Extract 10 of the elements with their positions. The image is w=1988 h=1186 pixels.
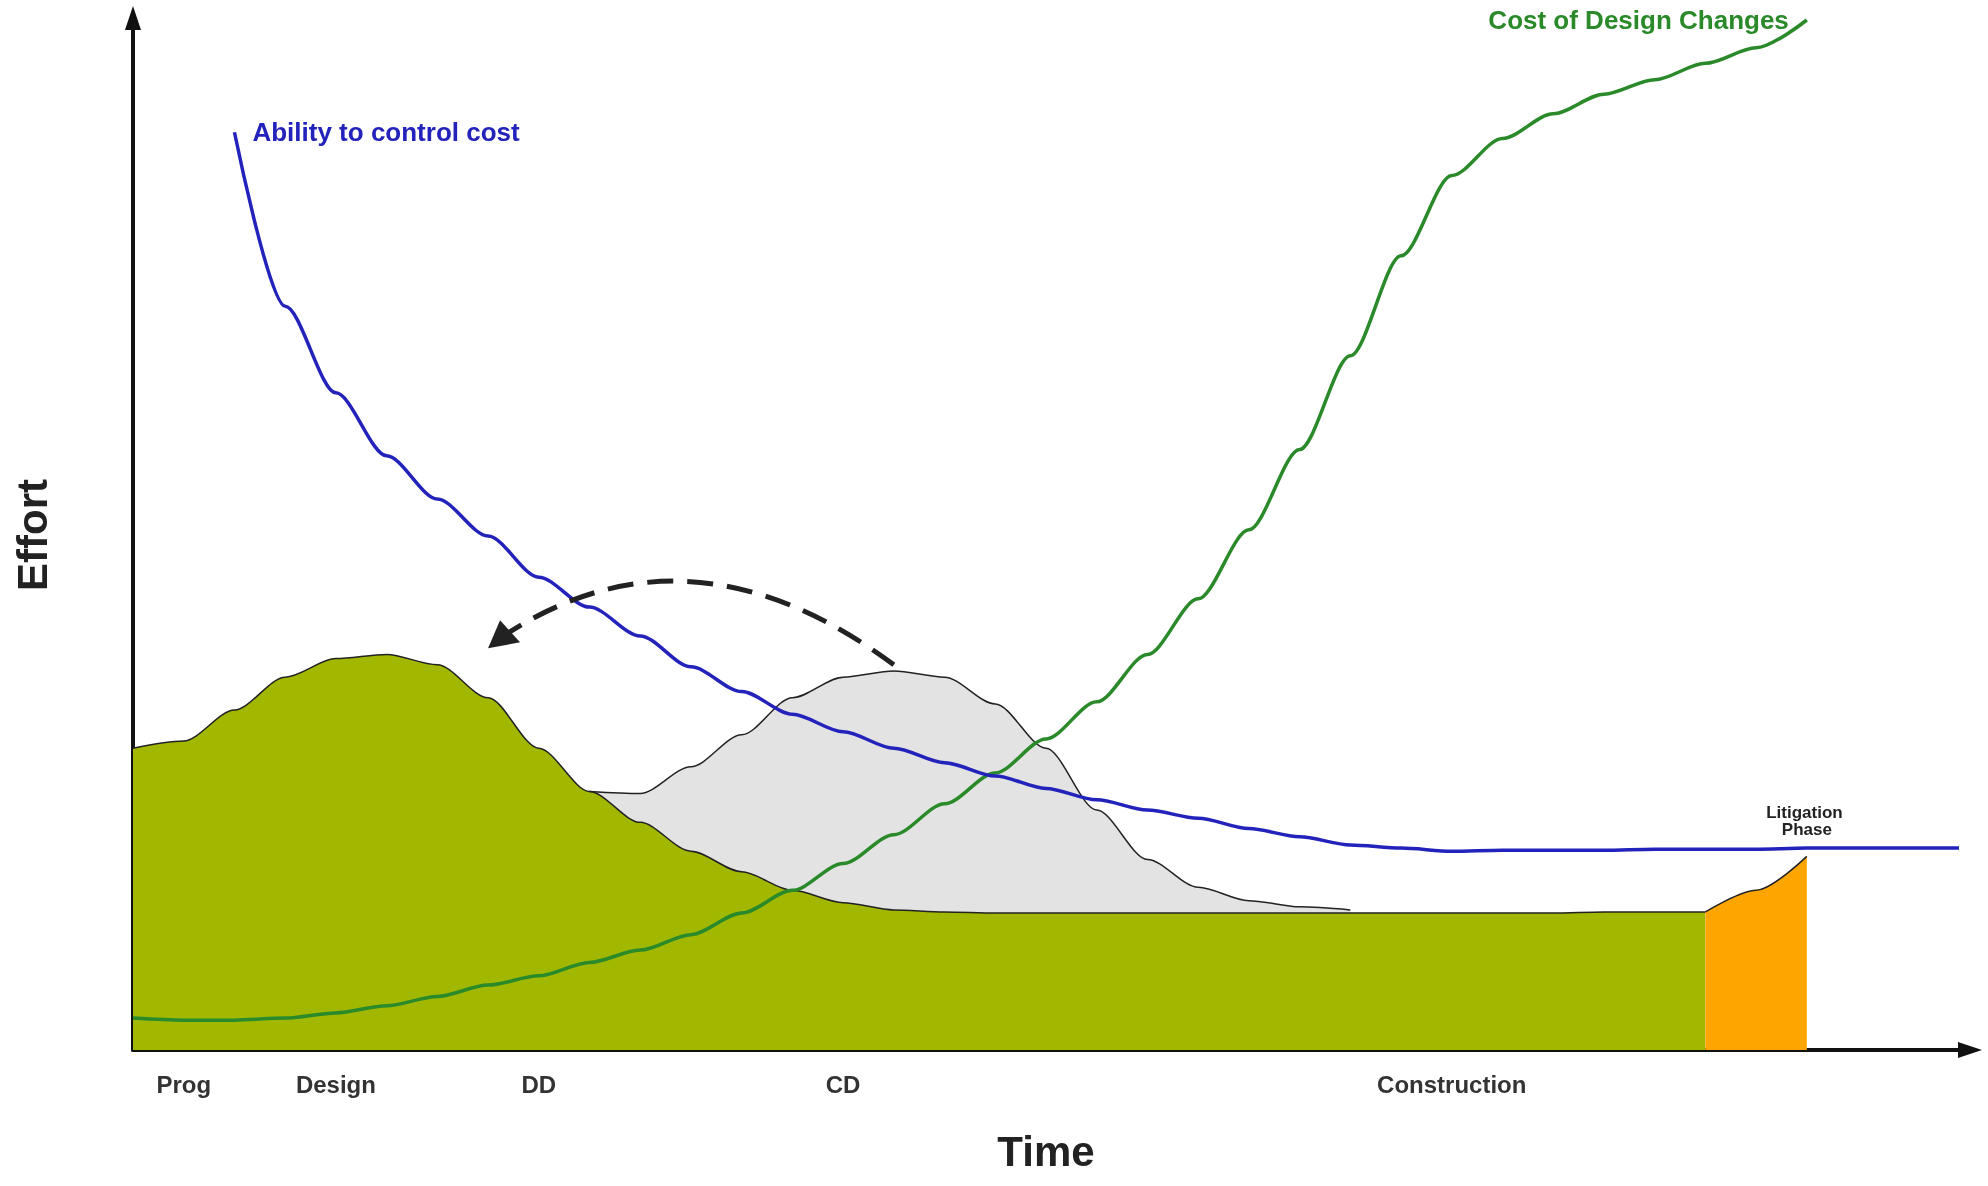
x-tick-label: Construction xyxy=(1377,1070,1527,1098)
series-label: Cost of Design Changes xyxy=(1488,5,1789,35)
y-axis-title: Effort xyxy=(8,479,56,591)
x-tick-label: CD xyxy=(825,1070,861,1098)
series-label: Ability to control cost xyxy=(252,117,521,148)
x-tick-label: Design xyxy=(295,1070,376,1098)
x-tick-label: Prog xyxy=(156,1070,212,1098)
x-axis-title: Time xyxy=(997,1127,1095,1175)
x-tick-label: DD xyxy=(521,1070,557,1098)
text: Litigation Phase xyxy=(1766,803,1848,840)
